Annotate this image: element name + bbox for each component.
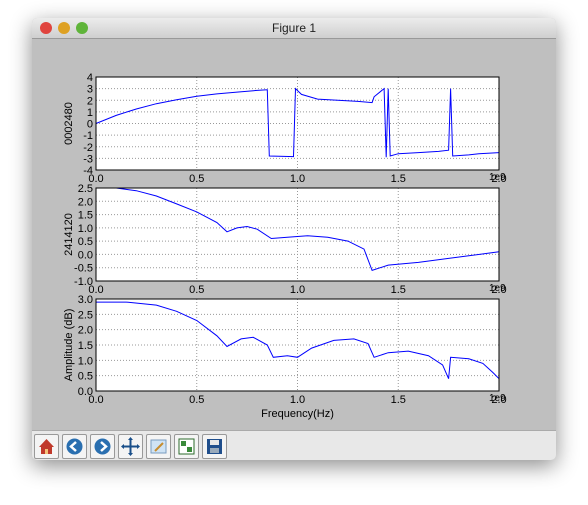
y-tick-label: 3.0 bbox=[78, 294, 93, 306]
x-tick-label: 0.0 bbox=[88, 173, 103, 185]
window-title: Figure 1 bbox=[271, 21, 317, 35]
x-tick-label: 1.0 bbox=[290, 284, 305, 296]
home-button[interactable] bbox=[34, 434, 59, 459]
close-button[interactable] bbox=[40, 22, 52, 34]
x-tick-label: 2.0 bbox=[491, 173, 506, 185]
back-button[interactable] bbox=[62, 434, 87, 459]
x-tick-label: 2.0 bbox=[491, 394, 506, 406]
y-tick-label: -2 bbox=[83, 142, 93, 154]
y-tick-label: 0.5 bbox=[78, 236, 93, 248]
x-offset-text: 1e9 bbox=[489, 393, 506, 404]
x-tick-label: 0.5 bbox=[189, 173, 204, 185]
zoom-rect-button[interactable] bbox=[146, 434, 171, 459]
x-tick-label: 0.0 bbox=[88, 284, 103, 296]
y-tick-label: 2.5 bbox=[78, 183, 93, 195]
x-tick-label: 0.0 bbox=[88, 394, 103, 406]
data-line bbox=[95, 87, 500, 158]
y-tick-label: -1.0 bbox=[74, 276, 93, 288]
subplots-button[interactable] bbox=[174, 434, 199, 459]
window: Figure 1 4 3 2 1 0 -1 -2 -3 -4 0.0 0.5 1.0 1.5 2.0 1e9… bbox=[32, 18, 556, 460]
x-tick-label: 1.5 bbox=[391, 394, 406, 406]
x-tick-label: 1.5 bbox=[391, 173, 406, 185]
x-tick-label: 1.0 bbox=[290, 173, 305, 185]
y-tick-label: 4 bbox=[87, 72, 93, 84]
y-tick-label: 1.5 bbox=[78, 210, 93, 222]
x-tick-label: 1.5 bbox=[391, 284, 406, 296]
y-tick-label: 2 bbox=[87, 95, 93, 107]
y-tick-label: 2.0 bbox=[78, 325, 93, 337]
y-tick-label: 0.0 bbox=[78, 249, 93, 261]
y-axis-label: Amplitude (dB) bbox=[63, 309, 75, 382]
zoom-button[interactable] bbox=[76, 22, 88, 34]
title-bar: Figure 1 bbox=[32, 18, 556, 39]
x-offset-text: 1e9 bbox=[489, 172, 506, 183]
x-tick-label: 1.0 bbox=[290, 394, 305, 406]
y-tick-label: 2.5 bbox=[78, 309, 93, 321]
y-tick-label: -4 bbox=[83, 165, 93, 177]
x-tick-label: 0.5 bbox=[189, 284, 204, 296]
y-tick-label: -3 bbox=[83, 153, 93, 165]
y-tick-label: 0.5 bbox=[78, 371, 93, 383]
y-tick-label: 1.0 bbox=[78, 223, 93, 235]
x-tick-label: 0.5 bbox=[189, 394, 204, 406]
x-tick-label: 2.0 bbox=[491, 284, 506, 296]
y-tick-label: -1 bbox=[83, 130, 93, 142]
y-tick-label: 3 bbox=[87, 84, 93, 96]
y-tick-label: 0 bbox=[87, 119, 93, 131]
y-tick-label: -0.5 bbox=[74, 263, 93, 275]
y-axis-label: 0002480 bbox=[63, 102, 75, 145]
data-line bbox=[96, 187, 500, 272]
axes-frame bbox=[95, 187, 500, 282]
y-tick-label: 0.0 bbox=[78, 386, 93, 398]
data-line bbox=[96, 301, 500, 380]
plot-area bbox=[96, 188, 499, 281]
minimize-button[interactable] bbox=[58, 22, 70, 34]
y-tick-label: 1.0 bbox=[78, 355, 93, 367]
y-axis-label: 2414120 bbox=[63, 213, 75, 256]
x-axis-label: Frequency(Hz) bbox=[261, 408, 334, 420]
save-button[interactable] bbox=[202, 434, 227, 459]
y-tick-label: 1.5 bbox=[78, 340, 93, 352]
axes-frame bbox=[95, 76, 500, 171]
x-offset-text: 1e9 bbox=[489, 283, 506, 294]
axes-frame bbox=[95, 298, 500, 392]
pan-button[interactable] bbox=[118, 434, 143, 459]
forward-button[interactable] bbox=[90, 434, 115, 459]
y-tick-label: 1 bbox=[87, 107, 93, 119]
y-tick-label: 2.0 bbox=[78, 196, 93, 208]
toolbar bbox=[32, 430, 556, 460]
